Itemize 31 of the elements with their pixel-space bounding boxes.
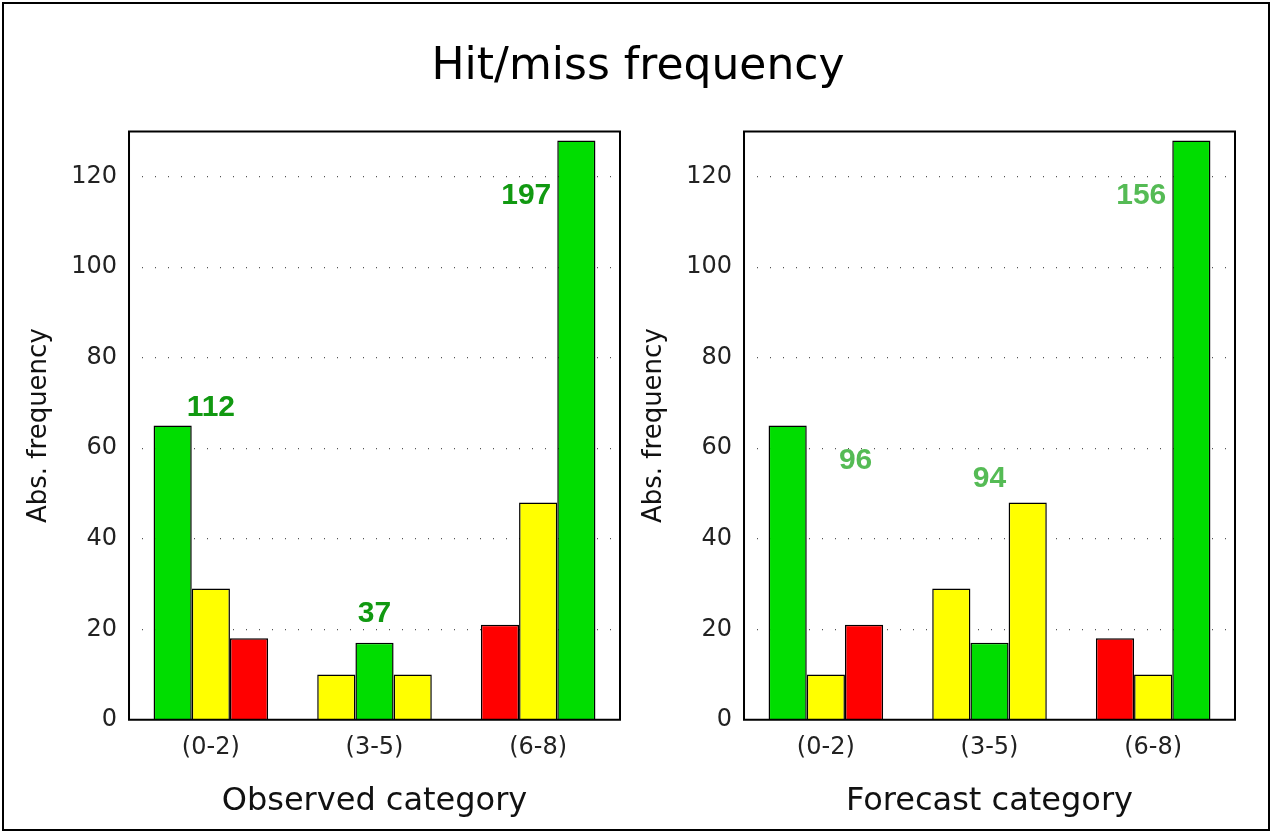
y-tick-label: 100 xyxy=(686,251,733,280)
annotation: 112 xyxy=(186,389,236,423)
x-tick-label: (3-5) xyxy=(345,732,404,761)
y-tick-label: 40 xyxy=(701,522,733,551)
y-tick-label: 0 xyxy=(101,704,118,733)
annotation: 197 xyxy=(501,177,552,211)
x-tick-label: (3-5) xyxy=(960,732,1019,761)
y-tick-label: 100 xyxy=(71,251,118,280)
y-tick-label: 40 xyxy=(86,522,118,551)
y-tick-label: 0 xyxy=(716,704,733,733)
y-axis-title: Abs. frequency xyxy=(22,328,53,523)
y-tick-label: 120 xyxy=(71,160,118,189)
y-tick-label: 80 xyxy=(701,341,733,370)
x-axis-title: Observed category xyxy=(221,780,528,819)
x-axis-title: Forecast category xyxy=(846,780,1133,819)
y-tick-label: 20 xyxy=(86,613,118,642)
y-tick-label: 80 xyxy=(86,341,118,370)
y-axis-title: Abs. frequency xyxy=(637,328,668,523)
x-tick-label: (0-2) xyxy=(181,732,240,761)
x-tick-label: (0-2) xyxy=(796,732,855,761)
y-tick-label: 120 xyxy=(686,160,733,189)
y-tick-label: 20 xyxy=(701,613,733,642)
y-tick-label: 60 xyxy=(86,432,118,461)
annotation: 37 xyxy=(357,595,392,629)
chart-title: Hit/miss frequency xyxy=(430,38,846,89)
annotation: 94 xyxy=(972,459,1007,493)
x-tick-label: (6-8) xyxy=(509,732,568,761)
annotation: 96 xyxy=(838,442,873,476)
x-tick-label: (6-8) xyxy=(1124,732,1183,761)
annotation: 156 xyxy=(1116,177,1167,211)
y-tick-label: 60 xyxy=(701,432,733,461)
